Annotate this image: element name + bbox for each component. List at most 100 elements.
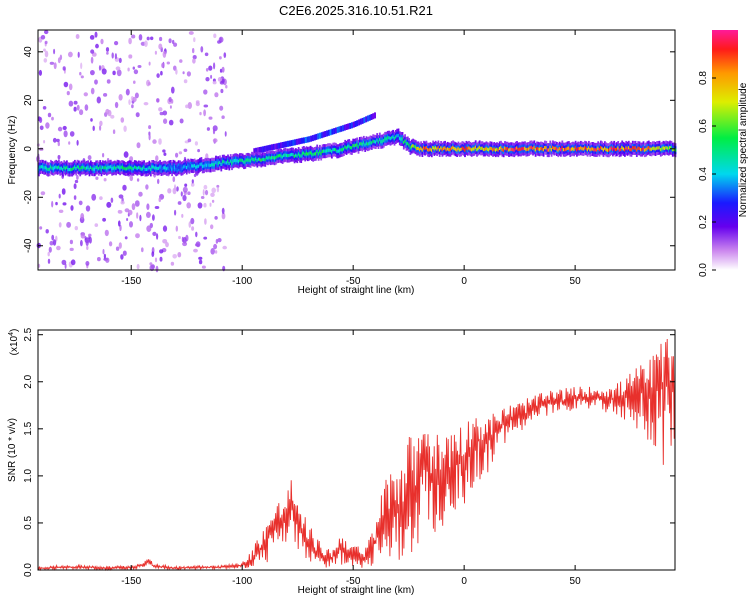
- snr-x-label: Height of straight line (km): [298, 585, 415, 596]
- heatmap-cell: [327, 148, 329, 152]
- heatmap-cell: [42, 165, 44, 169]
- heatmap-cell: [180, 167, 183, 171]
- heatmap-speckle: [75, 34, 80, 39]
- heatmap-cell: [117, 165, 120, 169]
- heatmap-speckle: [106, 51, 109, 55]
- heatmap-speckle: [154, 257, 158, 263]
- heatmap-cell: [225, 161, 228, 165]
- heatmap-cell: [501, 148, 504, 152]
- heatmap-cell: [253, 148, 256, 155]
- heatmap-speckle: [179, 59, 183, 63]
- heatmap-cell: [458, 148, 461, 152]
- heatmap-cell: [215, 161, 217, 165]
- heatmap-speckle: [221, 66, 225, 73]
- heatmap-cell: [148, 166, 151, 170]
- heatmap-speckle: [195, 101, 200, 107]
- heatmap-cell: [319, 132, 321, 139]
- heatmap-cell: [153, 166, 156, 170]
- heatmap-speckle: [219, 56, 222, 60]
- heatmap-cell: [349, 122, 352, 129]
- heatmap-cell: [610, 146, 613, 150]
- heatmap-speckle: [136, 212, 139, 219]
- heatmap-cell: [278, 142, 281, 149]
- heatmap-speckle: [214, 216, 218, 220]
- heatmap-speckle: [73, 106, 77, 112]
- heatmap-speckle: [49, 61, 55, 65]
- heatmap-cell: [486, 147, 489, 151]
- heatmap-speckle: [192, 48, 195, 54]
- heatmap-cell: [62, 167, 64, 172]
- heatmap-speckle: [88, 233, 92, 237]
- heatmap-cell: [605, 147, 608, 152]
- heatmap-cell: [482, 147, 485, 152]
- heatmap-cell: [382, 139, 385, 143]
- heatmap-cell: [93, 167, 96, 171]
- y-tick-label: 20: [23, 94, 34, 106]
- heatmap-speckle: [156, 73, 160, 78]
- heatmap-speckle: [62, 202, 67, 206]
- heatmap-cell: [99, 165, 102, 169]
- figure-title: C2E6.2025.316.10.51.R21: [279, 3, 433, 18]
- heatmap-cell: [133, 165, 136, 169]
- heatmap-speckle: [136, 142, 141, 149]
- heatmap-speckle: [85, 205, 91, 212]
- heatmap-cell: [56, 166, 59, 170]
- heatmap-speckle: [172, 253, 177, 259]
- heatmap-cell: [299, 154, 301, 158]
- heatmap-speckle: [63, 81, 69, 88]
- snr-y-multiplier: (x104): [8, 329, 20, 356]
- heatmap-cell: [661, 147, 663, 151]
- heatmap-cell: [609, 147, 612, 151]
- heatmap-speckle: [103, 253, 106, 259]
- heatmap-speckle: [149, 264, 155, 272]
- heatmap-speckle: [148, 61, 151, 66]
- heatmap-cell: [565, 147, 568, 151]
- heatmap-speckle: [190, 182, 195, 187]
- x-tick-label: -50: [346, 276, 361, 287]
- heatmap-cell: [68, 168, 71, 172]
- heatmap-cell: [135, 166, 137, 170]
- heatmap-speckle: [45, 229, 49, 234]
- heatmap-cell: [128, 165, 131, 169]
- heatmap-cell: [358, 119, 361, 126]
- heatmap-speckle: [200, 196, 205, 199]
- x-tick-label: -100: [232, 576, 252, 587]
- heatmap-cell: [596, 148, 598, 152]
- heatmap-cell: [566, 146, 569, 150]
- heatmap-speckle: [125, 88, 130, 96]
- heatmap-speckle: [110, 197, 114, 203]
- heatmap-speckle: [123, 151, 129, 158]
- heatmap-cell: [494, 148, 497, 152]
- heatmap-speckle: [195, 241, 201, 248]
- heatmap-speckle: [174, 184, 176, 191]
- heatmap-speckle: [107, 109, 112, 117]
- heatmap-cell: [627, 146, 630, 150]
- heatmap-cell: [256, 158, 259, 163]
- heatmap-cell: [255, 147, 258, 154]
- heatmap-speckle: [183, 148, 188, 152]
- heatmap-speckle: [136, 178, 140, 182]
- heatmap-cell: [74, 165, 76, 169]
- heatmap-cell: [520, 147, 522, 151]
- heatmap-cell: [631, 146, 634, 150]
- heatmap-cell: [204, 163, 207, 167]
- heatmap-cell: [440, 146, 442, 150]
- heatmap-speckle: [198, 259, 203, 265]
- heatmap-speckle: [53, 62, 57, 70]
- heatmap-speckle: [99, 196, 103, 201]
- heatmap-cell: [280, 154, 283, 158]
- heatmap-cell: [237, 159, 240, 164]
- heatmap-cell: [398, 136, 401, 140]
- heatmap-cell: [305, 151, 308, 155]
- heatmap-cell: [55, 165, 58, 169]
- heatmap-cell: [643, 148, 646, 152]
- heatmap-speckle: [158, 107, 163, 112]
- heatmap-speckle: [58, 209, 64, 213]
- heatmap-speckle: [51, 116, 54, 121]
- heatmap-speckle: [201, 265, 206, 269]
- heatmap-cell: [426, 148, 429, 152]
- heatmap-cell: [121, 165, 124, 169]
- heatmap-speckle: [154, 50, 157, 55]
- heatmap-cell: [284, 153, 287, 157]
- heatmap-cell: [310, 135, 313, 142]
